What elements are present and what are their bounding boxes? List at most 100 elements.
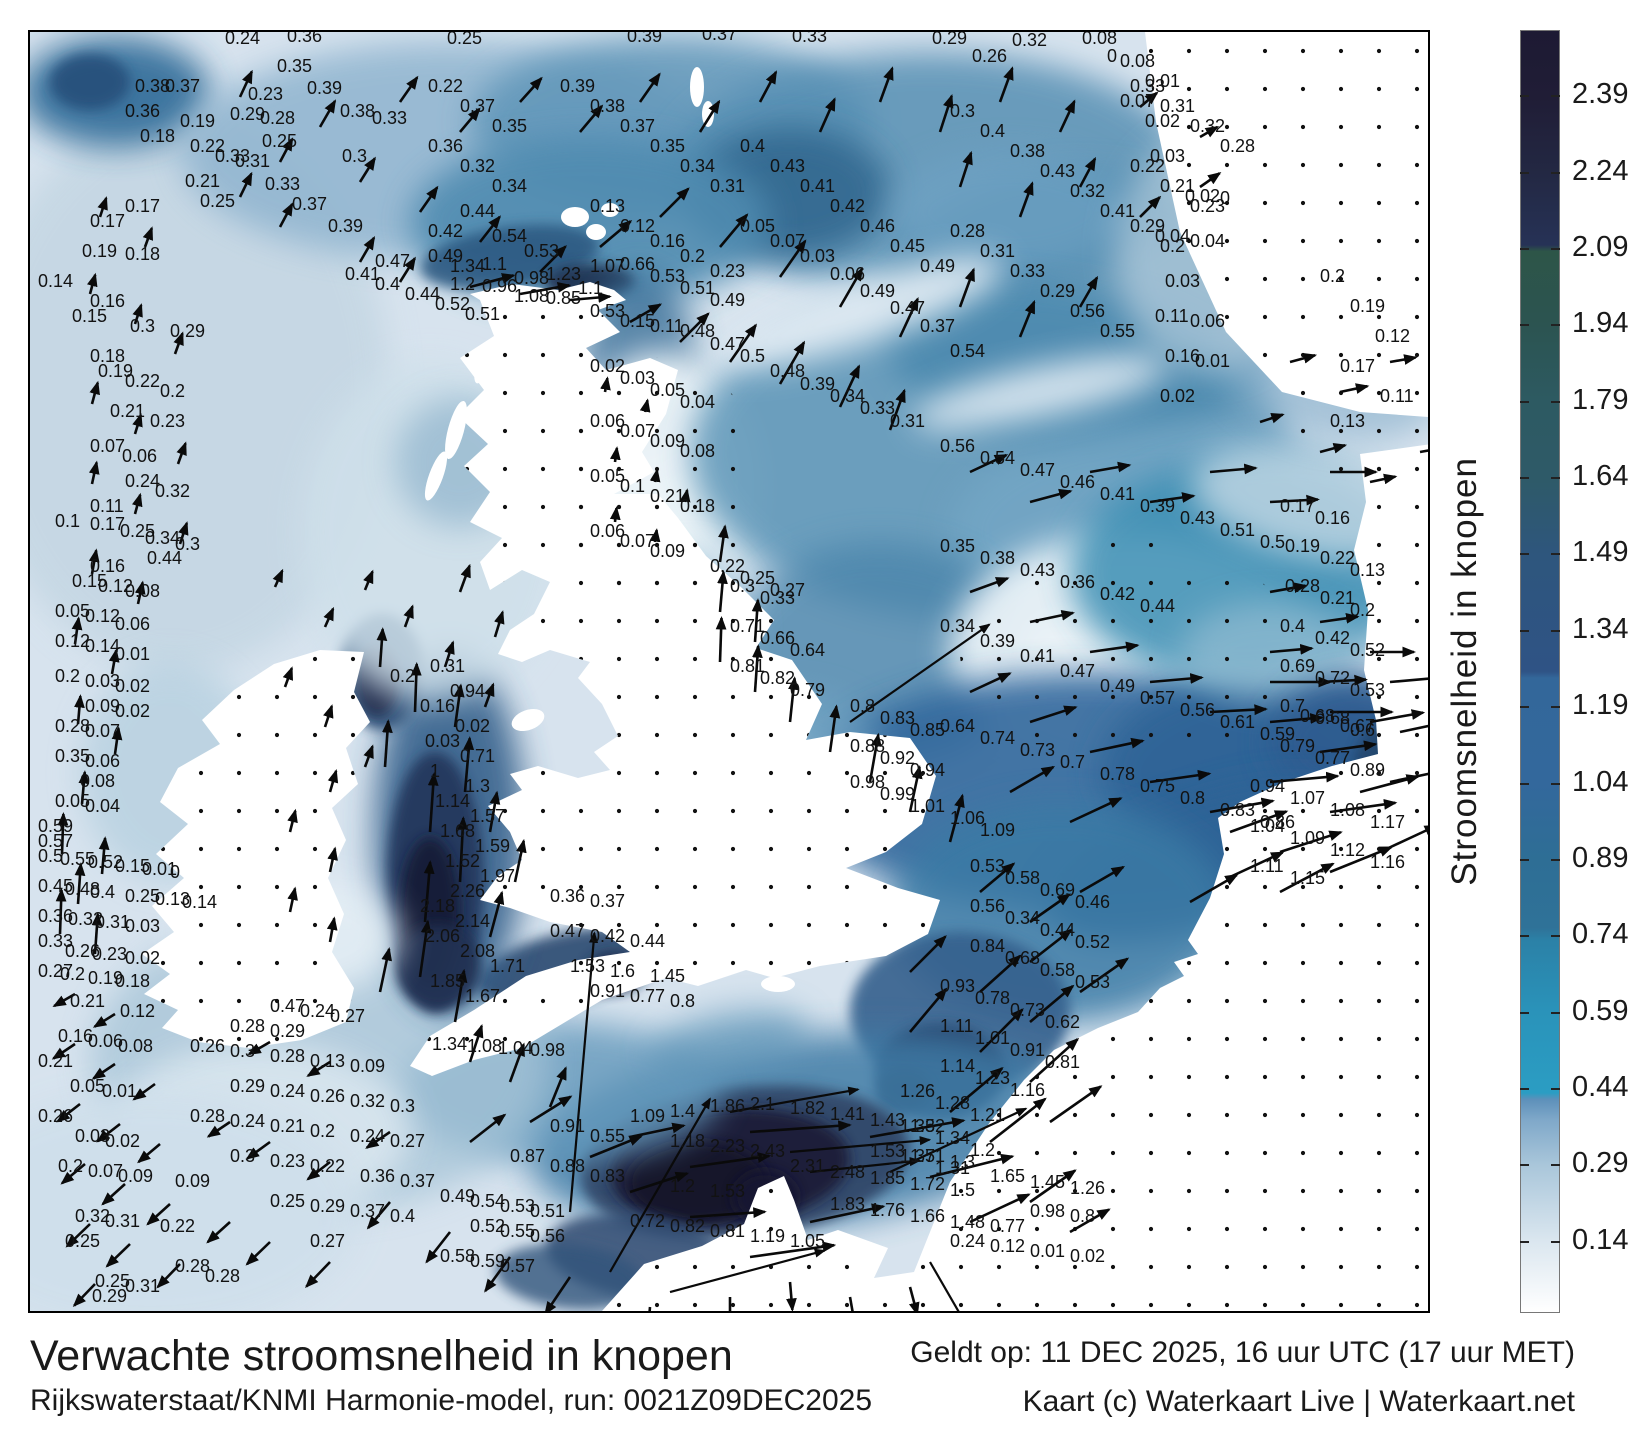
current-speed-value: 0.49 [710,290,745,310]
current-speed-value: 1.3 [465,776,490,796]
current-speed-value: 0.73 [1020,740,1055,760]
current-speed-value: 1.19 [750,1226,785,1246]
current-vector-arrow [304,1261,331,1288]
current-speed-value: 0.47 [375,251,410,271]
colorbar-tick-label: 2.24 [1572,154,1629,187]
current-vector-arrow [238,171,253,198]
colorbar-axis-label-text: Stroomsnelheid in knopen [1445,457,1484,886]
current-vector-arrow [786,1281,797,1311]
current-speed-value: 0.4 [740,136,765,156]
current-speed-value: 0.32 [155,481,190,501]
current-vector-arrow [403,604,414,628]
current-speed-value: 0.5 [740,346,765,366]
current-speed-value: 0.39 [307,78,342,98]
current-speed-value: 0.53 [524,241,559,261]
current-speed-value: 0.06 [590,411,625,431]
current-speed-value: 0.21 [650,486,685,506]
current-vector-arrow [287,886,298,913]
current-speed-value: 0.21 [110,401,145,421]
current-vector-arrow [1319,612,1360,624]
current-vector-arrow [609,506,621,523]
current-speed-value: 0.03 [125,916,160,936]
current-vector-arrow [698,99,721,133]
current-vector-arrow [529,1095,573,1124]
current-vector-arrow [689,1207,767,1219]
colorbar-tick [1551,1164,1560,1167]
colorbar-tick [1520,858,1529,861]
current-vector-arrow [363,569,374,591]
current-speed-value: 0.53 [500,1196,535,1216]
current-speed-value: 1.14 [940,1056,975,1076]
current-speed-value: 0.07 [1120,91,1155,111]
current-vector-arrow [91,1062,116,1080]
current-speed-value: 0.2 [60,964,85,984]
current-vector-arrow [71,616,83,645]
current-speed-value: 1.1 [482,254,507,274]
current-speed-value: 0.38 [980,548,1015,568]
current-vector-arrow [363,744,374,768]
current-speed-value: 0.32 [1070,181,1105,201]
current-speed-value: 0.12 [98,576,133,596]
current-vector-arrow [1269,713,1324,724]
current-vector-arrow [323,704,334,728]
current-speed-value: 0.67 [1340,716,1375,736]
colorbar-tick-label: 0.44 [1572,1071,1629,1104]
current-speed-value: 0.54 [470,1191,505,1211]
current-vector-arrow [728,323,757,363]
current-vector-arrow [869,1117,966,1139]
current-speed-value: 0.38 [340,101,375,121]
current-speed-value: 0.54 [492,226,527,246]
current-speed-value: 1.34 [450,256,485,276]
current-speed-value: 0.21 [70,991,105,1011]
colorbar-tick-label: 2.39 [1572,78,1629,111]
current-vector-arrow [909,935,947,973]
current-vector-arrow [1359,774,1420,794]
current-speed-value: 0.28 [270,1046,305,1066]
current-vector-arrow [176,441,187,465]
current-speed-value: 0.25 [740,568,775,588]
current-speed-value: 0.28 [230,1016,265,1036]
current-speed-value: 0.36 [428,136,463,156]
current-vector-arrow [1259,413,1285,424]
colorbar-tick-label: 1.64 [1572,460,1629,493]
current-vector-arrow [749,1241,837,1259]
colorbar-tick-label: 1.34 [1572,612,1629,645]
current-speed-value: 0.05 [55,791,90,811]
current-speed-value: 1.97 [480,866,515,886]
current-speed-value: 0.52 [435,294,470,314]
current-vector-arrow [908,765,923,813]
current-speed-value: 0.29 [230,104,265,124]
current-vector-arrow [51,1042,76,1060]
current-speed-value: 0.49 [440,1186,475,1206]
current-speed-value: 0.53 [1350,680,1385,700]
current-speed-value: 1.67 [465,986,500,1006]
colorbar-tick-label: 1.49 [1572,536,1629,569]
current-speed-value: 1.05 [790,1231,825,1251]
current-speed-value: 1.3 [950,1152,975,1172]
current-speed-value: 0.98 [530,1040,565,1060]
current-speed-value: 0.36 [38,906,73,926]
current-speed-value: 1.71 [490,956,525,976]
current-speed-value: 1.01 [975,1028,1010,1048]
current-speed-value: 0.48 [680,321,715,341]
current-speed-value: 0.14 [38,271,73,291]
current-speed-value: 1.82 [790,1098,825,1118]
current-vector-arrow [1209,797,1275,814]
current-speed-value: 0.58 [1005,868,1040,888]
current-speed-value: 0.03 [620,368,655,388]
current-vector-arrow [848,1296,854,1311]
current-speed-value: 0.18 [680,496,715,516]
current-speed-value: 0.24 [270,1081,305,1101]
current-speed-value: 0.11 [90,496,124,516]
current-speed-value: 0.33 [372,108,407,128]
current-speed-value: 0.94 [1250,776,1285,796]
current-speed-value: 0.19 [82,241,117,261]
current-vector-arrow [137,1143,161,1164]
current-speed-value: 0.22 [1320,548,1355,568]
current-speed-value: 0.25 [447,32,482,48]
current-speed-value: 0.32 [1190,116,1225,136]
current-speed-value: 0.68 [1315,708,1350,728]
current-speed-value: 0.07 [620,531,655,551]
current-speed-value: 0.02 [1185,186,1220,206]
current-speed-value: 0.35 [277,56,312,76]
